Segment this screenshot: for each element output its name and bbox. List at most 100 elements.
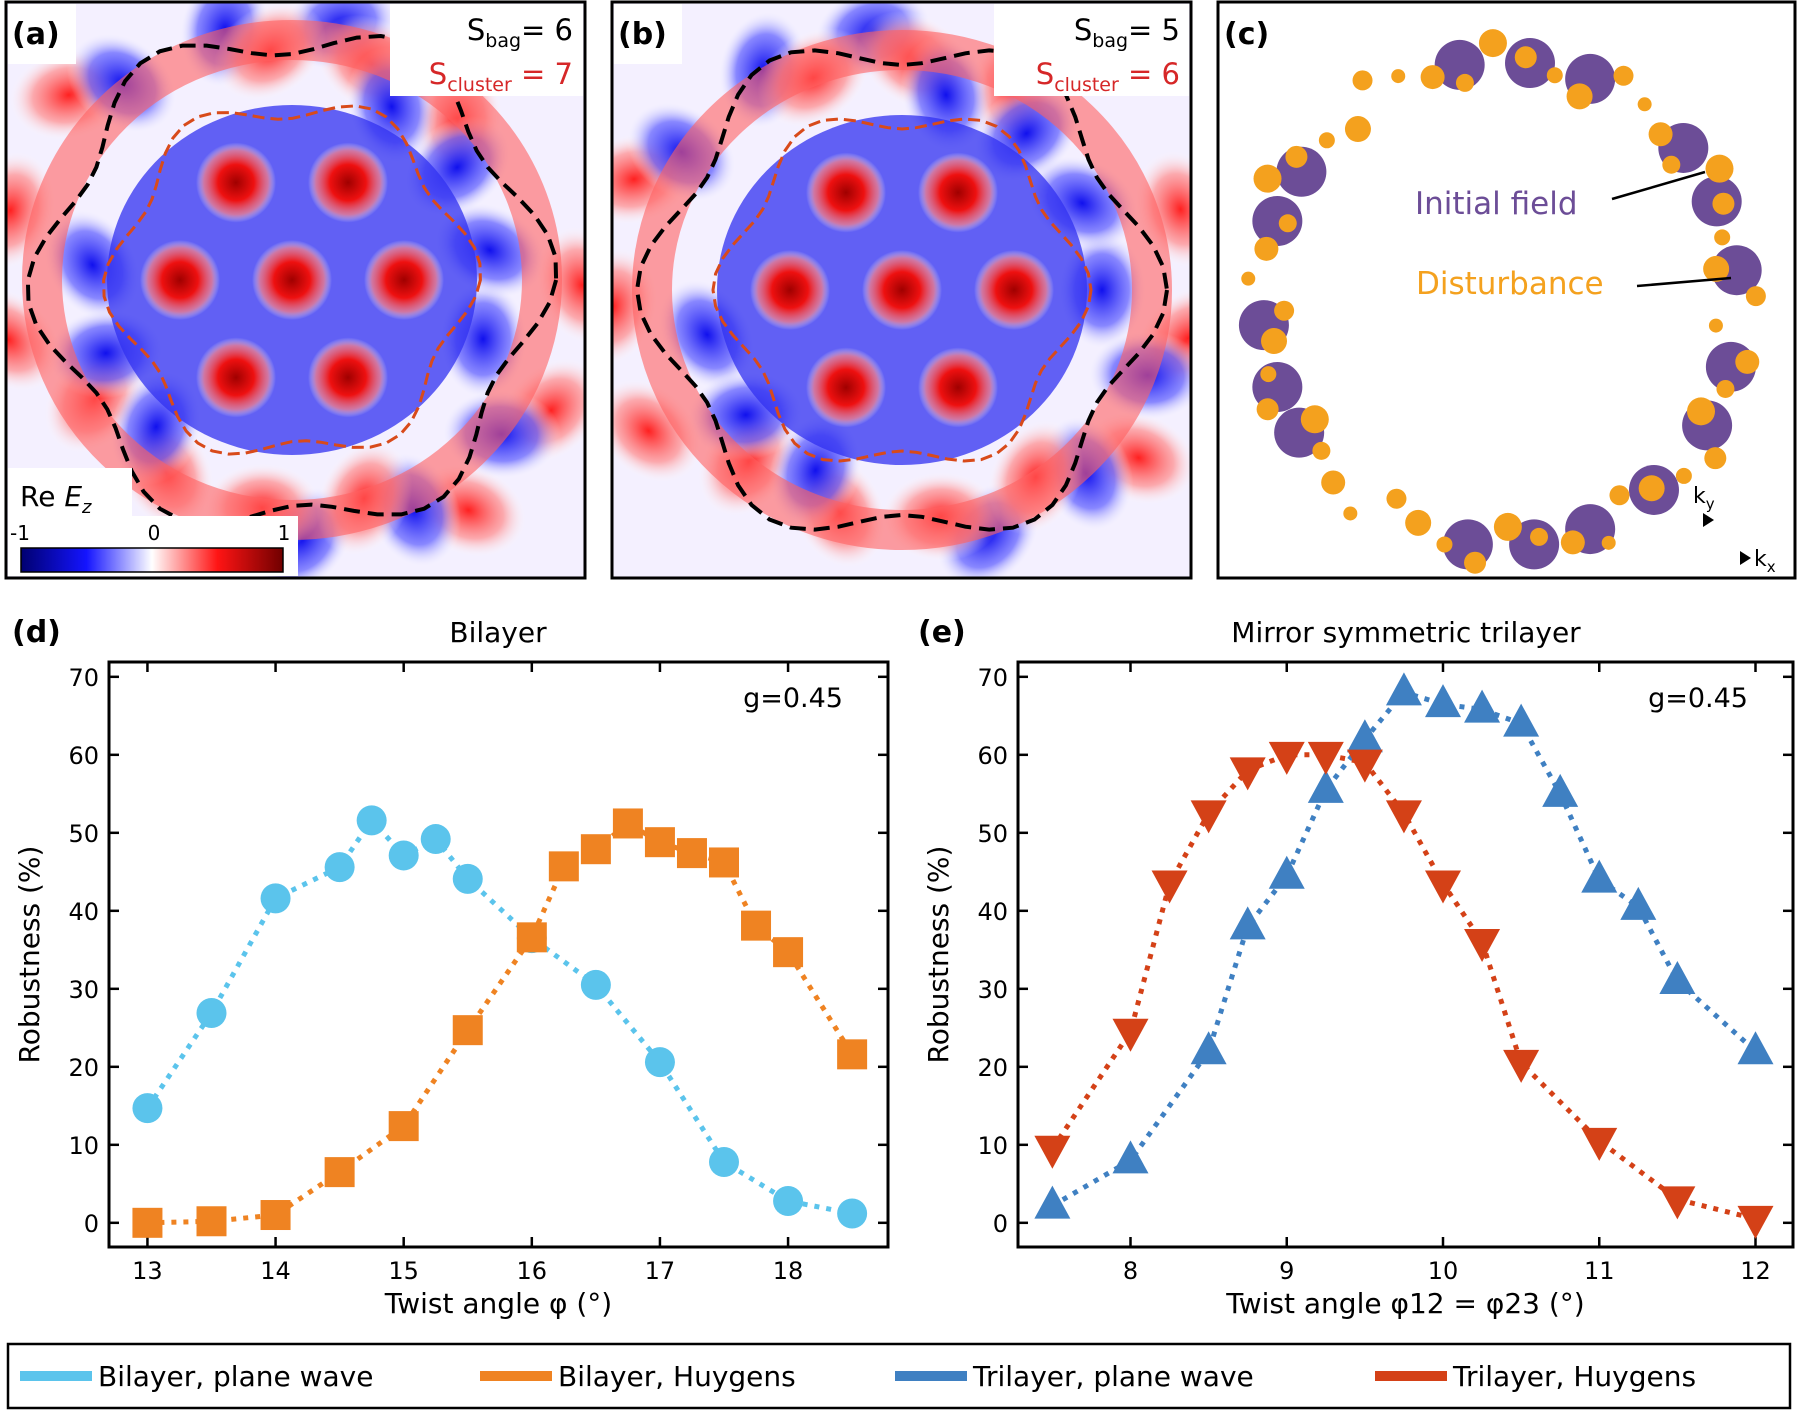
data-point xyxy=(837,1039,868,1070)
disturbance-dot xyxy=(1405,509,1432,536)
y-tick-label: 20 xyxy=(977,1054,1008,1082)
y-tick-label: 50 xyxy=(68,820,99,848)
legend: Bilayer, plane wave Bilayer, Huygens Trila… xyxy=(20,1360,1696,1393)
chart-e-annotation: g=0.45 xyxy=(1648,683,1748,714)
data-point xyxy=(741,910,772,941)
x-tick-label: 10 xyxy=(1428,1257,1459,1285)
data-point xyxy=(1659,961,1696,995)
colorbar-gradient xyxy=(20,547,284,573)
disturbance-dot xyxy=(1278,214,1297,233)
y-tick-label: 70 xyxy=(68,664,99,692)
ky-arrow-icon xyxy=(1703,513,1714,527)
panel-a-label: (a) xyxy=(12,17,60,52)
data-point xyxy=(644,1047,675,1078)
disturbance-dot xyxy=(1735,349,1760,374)
disturbance-dot xyxy=(1464,551,1487,574)
disturbance-dot xyxy=(1546,67,1563,84)
data-point xyxy=(1034,1185,1071,1219)
data-point xyxy=(612,808,643,839)
x-tick-label: 11 xyxy=(1584,1257,1615,1285)
data-point xyxy=(548,851,579,882)
data-point xyxy=(356,805,387,836)
disturbance-dot xyxy=(1703,255,1730,282)
data-point xyxy=(644,827,675,858)
data-point xyxy=(1737,1031,1774,1065)
data-point xyxy=(132,1207,163,1238)
y-tick-label: 50 xyxy=(977,820,1008,848)
disturbance-dot xyxy=(1638,475,1665,502)
data-point xyxy=(196,1206,227,1237)
y-tick-label: 10 xyxy=(68,1132,99,1160)
disturbance-dot xyxy=(1601,535,1616,550)
disturbance-dot xyxy=(1344,116,1371,143)
y-tick-label: 20 xyxy=(68,1054,99,1082)
disturbance-dot xyxy=(1662,155,1681,174)
disturbance-dot xyxy=(1420,65,1445,90)
disturbance-dot xyxy=(1285,145,1308,168)
k-space-ring xyxy=(1238,29,1766,574)
data-point xyxy=(324,852,355,883)
data-point xyxy=(1307,741,1344,775)
x-tick-label: 14 xyxy=(260,1257,291,1285)
data-point xyxy=(452,863,483,894)
disturbance-dot xyxy=(1514,46,1537,69)
bag-ring xyxy=(632,30,1172,550)
data-point xyxy=(516,922,547,953)
initial-field-pointer xyxy=(1611,170,1706,201)
data-point xyxy=(1385,672,1422,706)
data-point xyxy=(1425,684,1461,718)
cluster-peak xyxy=(308,337,388,418)
panel-a-s-bag: Sbag= 6 xyxy=(467,13,573,52)
data-point xyxy=(260,1200,291,1231)
data-point xyxy=(1190,800,1227,834)
disturbance-dot xyxy=(1716,379,1735,398)
data-point xyxy=(1503,1049,1540,1083)
kx-arrow-icon xyxy=(1740,551,1751,565)
data-point xyxy=(1737,1205,1774,1239)
legend-entry: Trilayer, Huygens xyxy=(1452,1360,1696,1393)
cluster-contour xyxy=(102,104,482,456)
disturbance-dot xyxy=(1254,236,1279,261)
data-point xyxy=(1425,870,1461,904)
y-tick-label: 0 xyxy=(84,1210,99,1238)
initial-field-label: Initial field xyxy=(1415,186,1578,222)
panel-b-label: (b) xyxy=(618,17,667,52)
data-point xyxy=(196,998,227,1028)
disturbance-dot xyxy=(1256,398,1279,421)
ky-label: ky xyxy=(1693,484,1715,513)
disturbance-dot xyxy=(1478,29,1507,58)
disturbance-dot xyxy=(1566,83,1593,110)
panel-b-s-cluster: Scluster = 6 xyxy=(1036,57,1180,96)
data-point xyxy=(1385,800,1422,834)
data-point xyxy=(580,834,611,865)
panel-b-frame xyxy=(610,0,1193,580)
disturbance-dot xyxy=(1274,300,1295,321)
data-point xyxy=(1190,1031,1227,1065)
y-tick-label: 60 xyxy=(68,742,99,770)
x-tick-label: 15 xyxy=(388,1257,419,1285)
y-tick-label: 40 xyxy=(977,898,1008,926)
data-point xyxy=(1034,1135,1071,1169)
chart-d-annotation: g=0.45 xyxy=(743,683,843,714)
disturbance-dot xyxy=(1436,536,1453,553)
cluster-peak xyxy=(974,250,1054,330)
disturbance-dot xyxy=(1708,318,1723,333)
x-tick-label: 17 xyxy=(645,1257,676,1285)
y-tick-label: 30 xyxy=(68,976,99,1004)
panel-d-label: (d) xyxy=(12,615,61,650)
disturbance-dot xyxy=(1613,65,1634,86)
data-point xyxy=(773,937,804,968)
data-point xyxy=(773,1185,804,1216)
data-point xyxy=(676,838,707,869)
cluster-peak xyxy=(140,240,220,320)
x-tick-label: 9 xyxy=(1279,1257,1294,1285)
data-point xyxy=(420,824,451,855)
plot-frame xyxy=(1016,660,1795,1249)
initial-field-dot xyxy=(1252,195,1303,246)
data-point xyxy=(1581,1127,1618,1161)
data-point xyxy=(1346,719,1383,753)
data-point xyxy=(1620,886,1657,920)
cluster-peak xyxy=(252,240,332,320)
legend-entry: Bilayer, Huygens xyxy=(558,1360,796,1393)
panel-b-s-bag: Sbag= 5 xyxy=(1074,13,1180,52)
